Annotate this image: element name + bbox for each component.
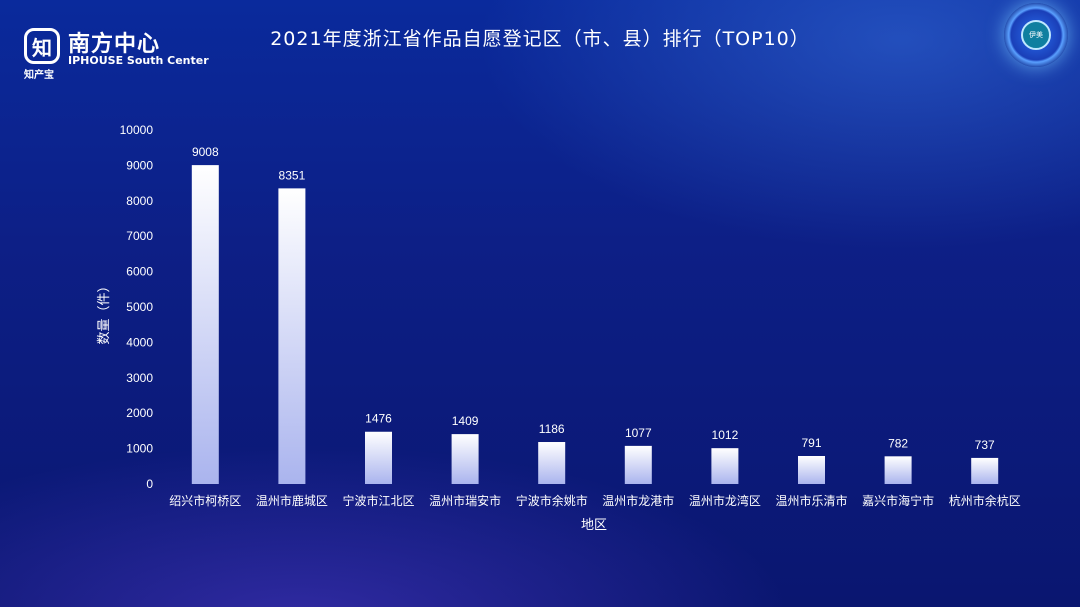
x-tick-label: 绍兴市柯桥区 bbox=[169, 493, 241, 508]
data-label: 1409 bbox=[452, 414, 479, 428]
data-label: 9008 bbox=[192, 145, 219, 159]
y-axis-label: 数量（件） bbox=[97, 279, 112, 344]
bar bbox=[451, 434, 479, 484]
y-tick-label: 0 bbox=[146, 477, 153, 491]
bar bbox=[798, 455, 825, 484]
x-tick-label: 宁波市江北区 bbox=[342, 493, 414, 508]
logo-english-name: IPHOUSE South Center bbox=[68, 54, 209, 67]
logo-subtitle: 知产宝 bbox=[24, 70, 54, 81]
y-tick-label: 5000 bbox=[126, 300, 153, 314]
y-tick-label: 10000 bbox=[120, 123, 154, 137]
y-tick-label: 6000 bbox=[126, 265, 153, 279]
badge-label: 伊美 bbox=[1021, 20, 1051, 50]
y-tick-label: 8000 bbox=[126, 194, 153, 208]
data-label: 1077 bbox=[625, 426, 652, 440]
bar bbox=[971, 457, 999, 484]
x-tick-label: 嘉兴市海宁市 bbox=[862, 493, 934, 508]
x-axis-label: 地区 bbox=[581, 518, 607, 533]
bar bbox=[538, 442, 566, 484]
y-tick-label: 9000 bbox=[126, 158, 153, 172]
data-label: 8351 bbox=[279, 168, 306, 182]
x-tick-label: 温州市鹿城区 bbox=[256, 493, 328, 508]
data-label: 737 bbox=[975, 438, 995, 452]
bar bbox=[365, 431, 392, 484]
bar bbox=[884, 456, 912, 484]
logo-mark-icon: 知 bbox=[24, 28, 60, 64]
y-tick-label: 4000 bbox=[126, 335, 153, 349]
x-tick-label: 温州市瑞安市 bbox=[429, 493, 501, 508]
page-title: 2021年度浙江省作品自愿登记区（市、县）排行（TOP10） bbox=[270, 28, 810, 50]
data-label: 1476 bbox=[365, 412, 392, 426]
bar bbox=[278, 188, 306, 484]
y-tick-label: 3000 bbox=[126, 371, 153, 385]
x-tick-label: 温州市龙港市 bbox=[602, 493, 674, 508]
x-tick-label: 宁波市余姚市 bbox=[516, 493, 588, 508]
logo-title: 南方中心 bbox=[68, 32, 161, 57]
data-label: 791 bbox=[801, 436, 821, 450]
bar bbox=[191, 165, 219, 484]
x-tick-label: 温州市龙湾区 bbox=[689, 493, 761, 508]
data-label: 782 bbox=[888, 436, 908, 450]
x-tick-label: 温州市乐清市 bbox=[775, 493, 847, 508]
badge-icon: 伊美 bbox=[1004, 3, 1068, 67]
y-tick-label: 2000 bbox=[126, 406, 153, 420]
data-label: 1012 bbox=[712, 428, 739, 442]
x-tick-label: 杭州市余杭区 bbox=[949, 493, 1021, 508]
y-tick-label: 7000 bbox=[126, 229, 153, 243]
bar bbox=[711, 448, 739, 484]
logo: 知 知产宝 南方中心 IPHOUSE South Center bbox=[24, 26, 214, 81]
y-tick-label: 1000 bbox=[126, 442, 153, 456]
bar bbox=[624, 445, 652, 484]
data-label: 1186 bbox=[539, 422, 565, 436]
